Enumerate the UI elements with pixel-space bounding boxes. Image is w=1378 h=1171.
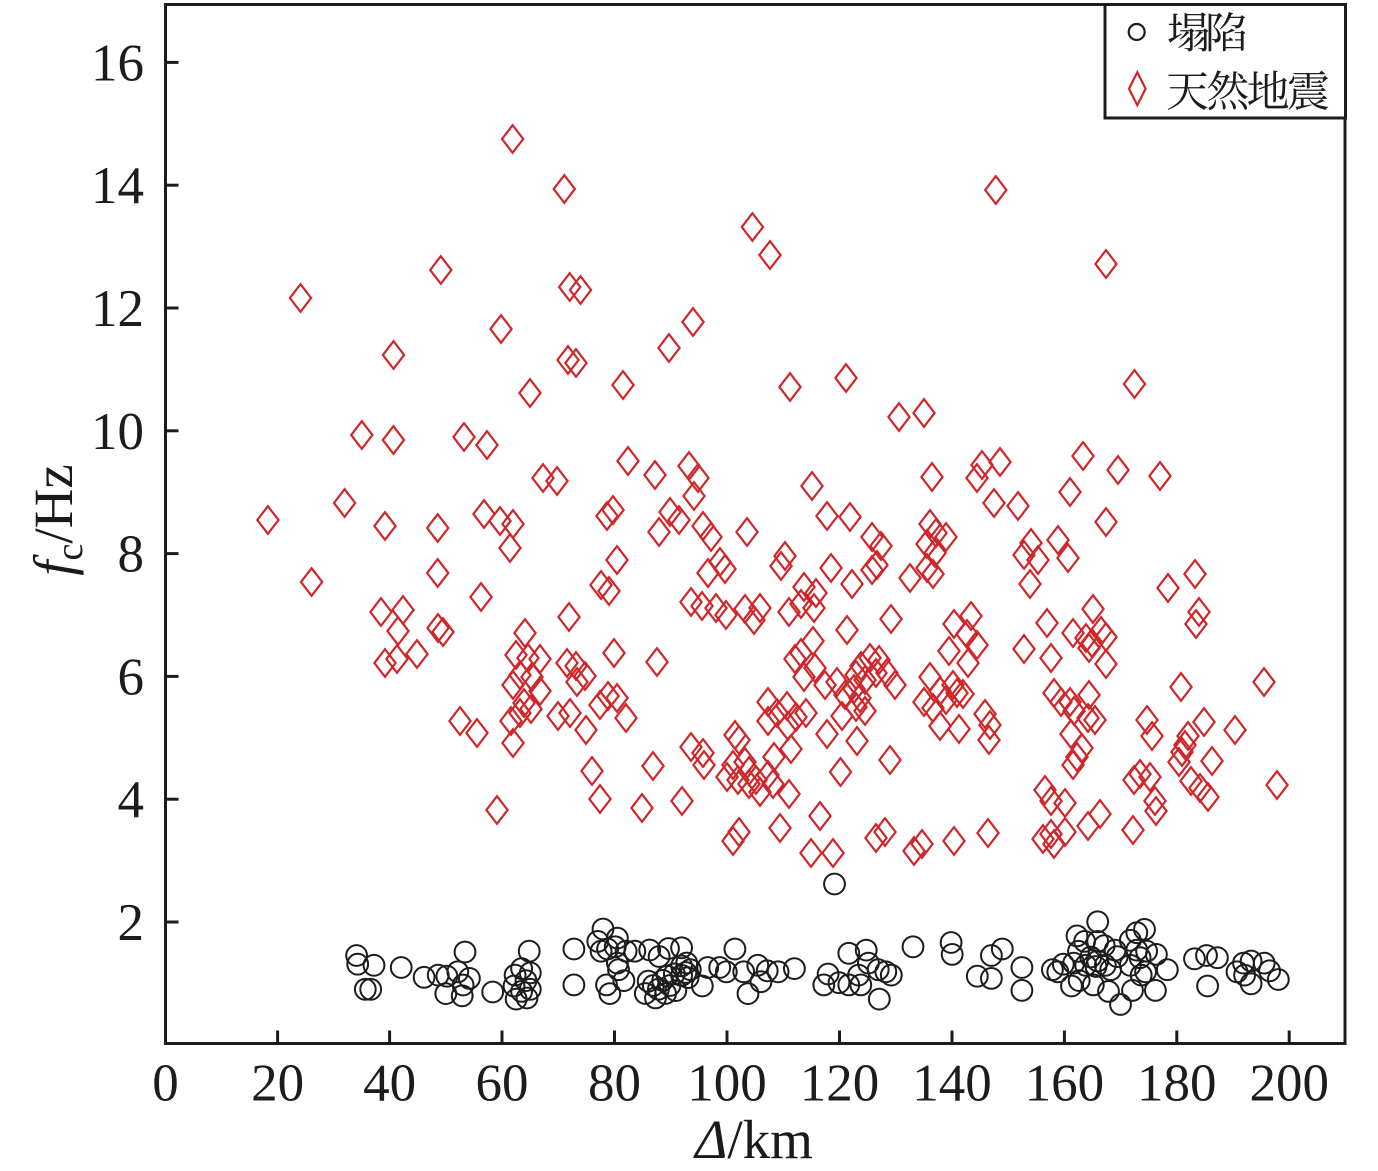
svg-text:120: 120 (800, 1055, 880, 1113)
svg-text:200: 200 (1249, 1055, 1329, 1113)
svg-text:fc/Hz: fc/Hz (23, 464, 91, 576)
svg-text:14: 14 (91, 157, 144, 215)
svg-text:20: 20 (251, 1055, 304, 1113)
svg-text:10: 10 (91, 403, 144, 461)
svg-text:100: 100 (687, 1055, 767, 1113)
svg-text:0: 0 (152, 1055, 179, 1113)
svg-text:4: 4 (118, 771, 145, 829)
svg-text:60: 60 (476, 1055, 529, 1113)
svg-text:40: 40 (363, 1055, 416, 1113)
svg-text:160: 160 (1025, 1055, 1105, 1113)
svg-text:180: 180 (1137, 1055, 1217, 1113)
svg-text:16: 16 (91, 34, 144, 92)
svg-text:Δ/km: Δ/km (693, 1109, 813, 1166)
svg-text:2: 2 (118, 894, 145, 952)
svg-text:80: 80 (588, 1055, 641, 1113)
svg-text:6: 6 (118, 648, 145, 706)
svg-text:140: 140 (912, 1055, 992, 1113)
svg-text:12: 12 (91, 280, 144, 338)
svg-text:8: 8 (118, 526, 145, 584)
